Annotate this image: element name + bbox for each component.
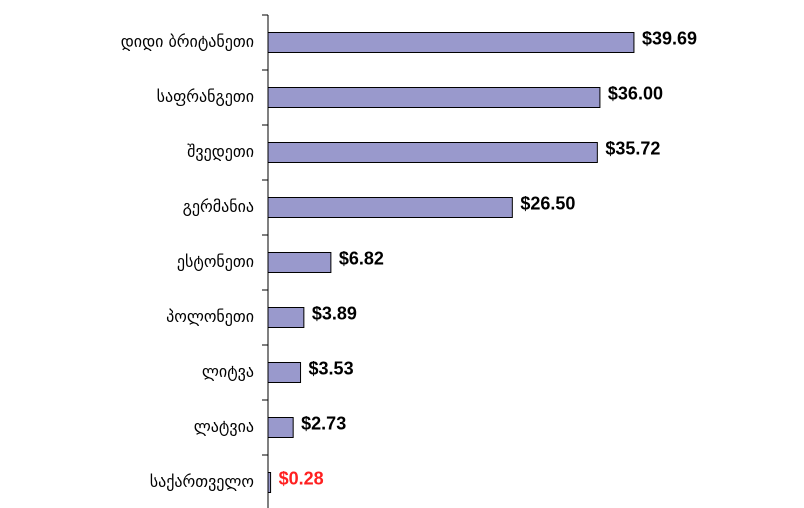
value-label: $6.82 (339, 248, 384, 268)
value-label: $2.73 (301, 413, 346, 433)
bar (267, 472, 272, 493)
category-label: ლატვია (194, 417, 254, 436)
category-label: შვედეთი (187, 142, 254, 161)
bar (267, 417, 294, 438)
category-label: საფრანგეთი (157, 87, 254, 106)
value-label: $26.50 (520, 193, 575, 213)
value-label: $3.53 (309, 358, 354, 378)
category-label: გერმანია (183, 197, 254, 216)
category-label: საქართველო (150, 472, 254, 491)
value-label: $39.69 (642, 28, 697, 48)
bar (267, 87, 601, 108)
bar (267, 197, 513, 218)
category-label: ლიტვა (202, 362, 254, 381)
bar (267, 142, 598, 163)
value-label: $3.89 (312, 303, 357, 323)
value-label: $0.28 (279, 468, 324, 488)
bar (267, 252, 332, 273)
bar (267, 362, 302, 383)
value-label: $36.00 (608, 83, 663, 103)
value-label: $35.72 (605, 138, 660, 158)
category-label: ესტონეთი (177, 252, 254, 271)
bar (267, 307, 305, 328)
category-label: პოლონეთი (166, 307, 254, 326)
category-label: დიდი ბრიტანეთი (121, 32, 254, 51)
bar (267, 32, 635, 53)
